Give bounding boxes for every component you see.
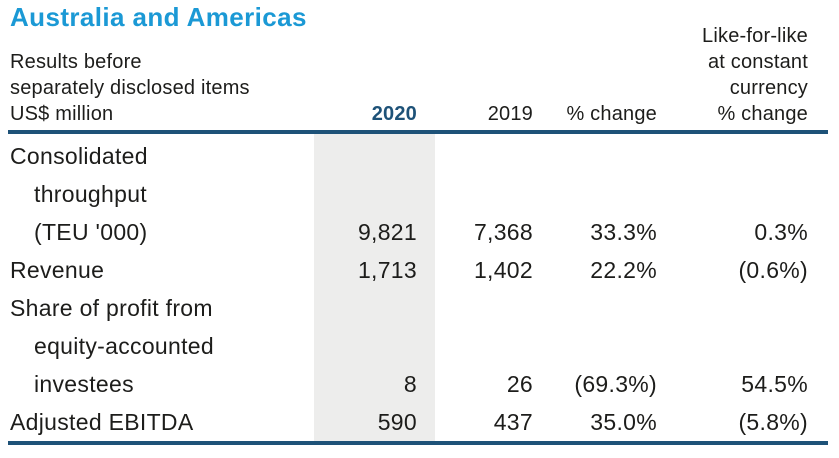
lfl-header-line: % change	[717, 103, 808, 125]
value-like-for-like: 54.5%	[741, 371, 808, 397]
value-like-for-like: 0.3%	[754, 219, 808, 245]
column-header-2020: 2020	[371, 103, 417, 125]
value-2019: 7,368	[473, 219, 533, 245]
value-like-for-like: (0.6%)	[738, 257, 808, 283]
value-percent-change: (69.3%)	[574, 371, 657, 397]
table-row: Revenue 1,713 1,402 22.2% (0.6%)	[10, 251, 828, 289]
column-header-like-for-like: Like-for-like at constant currency % cha…	[702, 23, 808, 127]
page-title: Australia and Americas	[10, 2, 307, 32]
row-label: Consolidated throughput (TEU '000)	[10, 137, 314, 251]
value-2020: 8	[403, 371, 417, 397]
row-label-line: throughput	[34, 181, 147, 207]
lfl-header-line: Like-for-like	[702, 25, 808, 47]
table-row: Adjusted EBITDA 590 437 35.0% (5.8%)	[10, 403, 828, 441]
row-label: Revenue	[10, 251, 314, 289]
value-percent-change: 33.3%	[590, 219, 657, 245]
row-label-line: (TEU '000)	[34, 219, 148, 245]
row-label-line: investees	[34, 371, 134, 397]
caption-line: separately disclosed items	[10, 77, 250, 99]
value-2020: 590	[377, 409, 417, 435]
lfl-header-line: currency	[729, 77, 808, 99]
row-label-line: equity-accounted	[34, 333, 214, 359]
column-header-percent-change: % change	[566, 103, 657, 125]
lfl-header-line: at constant	[707, 51, 808, 73]
header-rule	[8, 130, 828, 134]
value-2019: 26	[506, 371, 533, 397]
value-percent-change: 22.2%	[590, 257, 657, 283]
value-2019: 437	[493, 409, 533, 435]
value-2019: 1,402	[473, 257, 533, 283]
row-label-line: Revenue	[10, 257, 105, 283]
table-row: Share of profit from equity-accounted in…	[10, 289, 828, 403]
column-header-2019: 2019	[487, 103, 533, 125]
row-label: Share of profit from equity-accounted in…	[10, 289, 314, 403]
row-label-line: Consolidated	[10, 143, 148, 169]
footer-rule	[8, 441, 828, 445]
table-body: Consolidated throughput (TEU '000) 9,821…	[10, 137, 828, 441]
caption-line: Results before	[10, 51, 142, 73]
row-label-line: Share of profit from	[10, 295, 213, 321]
row-label-line: Adjusted EBITDA	[10, 409, 194, 435]
value-like-for-like: (5.8%)	[738, 409, 808, 435]
value-2020: 9,821	[357, 219, 417, 245]
row-label: Adjusted EBITDA	[10, 403, 314, 441]
table-row: Consolidated throughput (TEU '000) 9,821…	[10, 137, 828, 251]
caption-line: US$ million	[10, 103, 114, 125]
column-2020-highlight	[314, 134, 435, 441]
value-percent-change: 35.0%	[590, 409, 657, 435]
value-2020: 1,713	[357, 257, 417, 283]
table-caption: Results before separately disclosed item…	[10, 49, 250, 127]
